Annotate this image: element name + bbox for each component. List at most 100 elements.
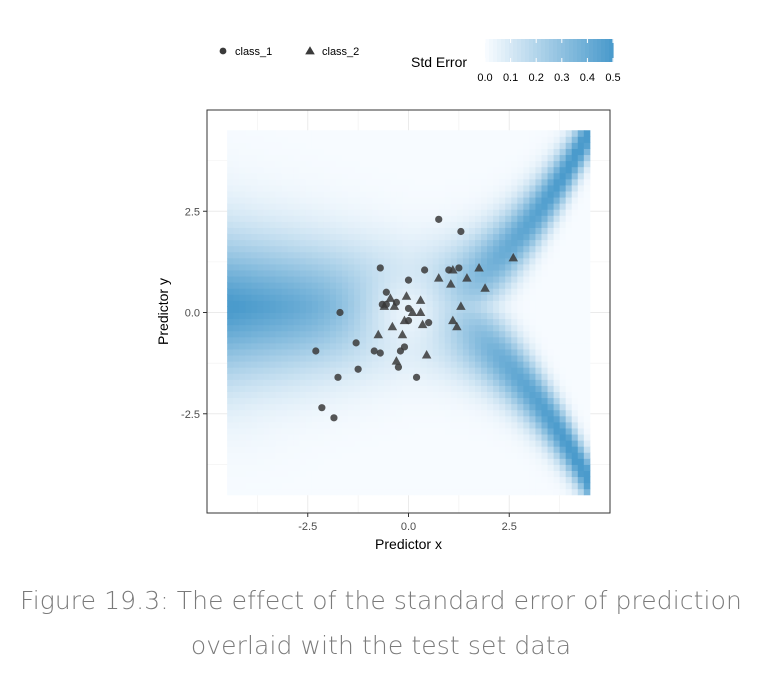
raster-cell bbox=[529, 330, 536, 338]
raster-cell bbox=[426, 385, 434, 392]
raster-cell bbox=[511, 434, 518, 441]
raster-cell bbox=[263, 458, 270, 465]
raster-cell bbox=[541, 385, 549, 392]
raster-cell bbox=[239, 191, 246, 198]
raster-cell bbox=[396, 197, 403, 204]
raster-cell bbox=[366, 276, 373, 283]
raster-cell bbox=[263, 452, 270, 459]
raster-cell bbox=[390, 367, 397, 374]
raster-cell bbox=[342, 409, 349, 417]
raster-cell bbox=[281, 312, 289, 320]
raster-cell bbox=[335, 269, 343, 277]
raster-cell bbox=[396, 239, 403, 247]
raster-cell bbox=[511, 203, 518, 210]
raster-cell bbox=[323, 355, 331, 362]
raster-cell bbox=[541, 361, 549, 368]
raster-cell bbox=[251, 154, 258, 162]
raster-cell bbox=[396, 221, 403, 228]
raster-cell bbox=[227, 355, 234, 362]
raster-cell bbox=[269, 464, 277, 471]
raster-cell bbox=[553, 191, 561, 198]
raster-cell bbox=[287, 136, 295, 143]
raster-cell bbox=[505, 221, 512, 228]
raster-cell bbox=[547, 312, 555, 320]
raster-cell bbox=[329, 373, 337, 380]
raster-cell bbox=[287, 446, 295, 453]
raster-cell bbox=[426, 434, 434, 441]
raster-cell bbox=[444, 288, 452, 295]
raster-cell bbox=[335, 227, 343, 235]
raster-cell bbox=[317, 294, 325, 301]
raster-cell bbox=[426, 269, 434, 277]
raster-cell bbox=[293, 142, 301, 149]
raster-cell bbox=[414, 342, 422, 350]
raster-cell bbox=[414, 203, 422, 210]
raster-cell bbox=[468, 397, 476, 405]
raster-cell bbox=[257, 166, 264, 174]
raster-cell bbox=[311, 434, 319, 441]
raster-cell bbox=[329, 269, 337, 277]
data-points bbox=[312, 215, 519, 422]
raster-cell bbox=[311, 288, 319, 295]
raster-cell bbox=[263, 215, 270, 222]
raster-cell bbox=[360, 342, 367, 350]
raster-cell bbox=[487, 136, 494, 143]
raster-cell bbox=[432, 336, 440, 344]
raster-cell bbox=[529, 257, 536, 265]
raster-cell bbox=[535, 427, 542, 435]
raster-cell bbox=[372, 233, 379, 241]
raster-cell bbox=[257, 257, 264, 265]
raster-cell bbox=[505, 191, 512, 198]
raster-cell bbox=[462, 342, 470, 350]
raster-cell bbox=[583, 142, 591, 149]
raster-cell bbox=[354, 257, 361, 265]
raster-cell bbox=[257, 227, 264, 235]
raster-cell bbox=[269, 318, 277, 326]
raster-cell bbox=[299, 373, 307, 380]
raster-cell bbox=[583, 361, 591, 368]
raster-cell bbox=[396, 184, 403, 192]
raster-cell bbox=[541, 470, 549, 478]
raster-cell bbox=[438, 130, 446, 137]
raster-cell bbox=[378, 452, 385, 459]
raster-cell bbox=[499, 330, 506, 338]
raster-cell bbox=[348, 470, 355, 478]
raster-cell bbox=[299, 464, 307, 471]
raster-cell bbox=[450, 136, 458, 143]
raster-cell bbox=[239, 221, 246, 228]
raster-cell bbox=[487, 427, 494, 435]
raster-cell bbox=[432, 415, 440, 423]
raster-cell bbox=[348, 476, 355, 484]
raster-cell bbox=[438, 312, 446, 320]
raster-cell bbox=[529, 452, 536, 459]
raster-cell bbox=[402, 324, 409, 332]
raster-cell bbox=[523, 324, 530, 332]
raster-cell bbox=[329, 184, 337, 192]
raster-cell bbox=[239, 391, 246, 399]
raster-cell bbox=[233, 373, 240, 380]
raster-cell bbox=[239, 288, 246, 295]
raster-cell bbox=[311, 233, 319, 241]
raster-cell bbox=[493, 348, 500, 356]
raster-cell bbox=[432, 391, 440, 399]
raster-cell bbox=[257, 148, 264, 156]
raster-cell bbox=[342, 233, 349, 241]
raster-cell bbox=[305, 209, 313, 216]
raster-cell bbox=[420, 221, 428, 228]
raster-cell bbox=[275, 458, 283, 465]
raster-cell bbox=[583, 403, 591, 411]
raster-cell bbox=[414, 421, 422, 429]
raster-cell bbox=[354, 263, 361, 271]
raster-cell bbox=[511, 488, 518, 496]
raster-cell bbox=[535, 403, 542, 411]
raster-cell bbox=[553, 221, 561, 228]
raster-cell bbox=[505, 263, 512, 271]
raster-cell bbox=[366, 397, 373, 405]
raster-cell bbox=[456, 367, 464, 374]
raster-cell bbox=[523, 257, 530, 265]
raster-cell bbox=[456, 294, 464, 301]
raster-cell bbox=[529, 172, 536, 180]
raster-cell bbox=[342, 312, 349, 320]
raster-cell bbox=[311, 203, 319, 210]
raster-cell bbox=[275, 440, 283, 447]
